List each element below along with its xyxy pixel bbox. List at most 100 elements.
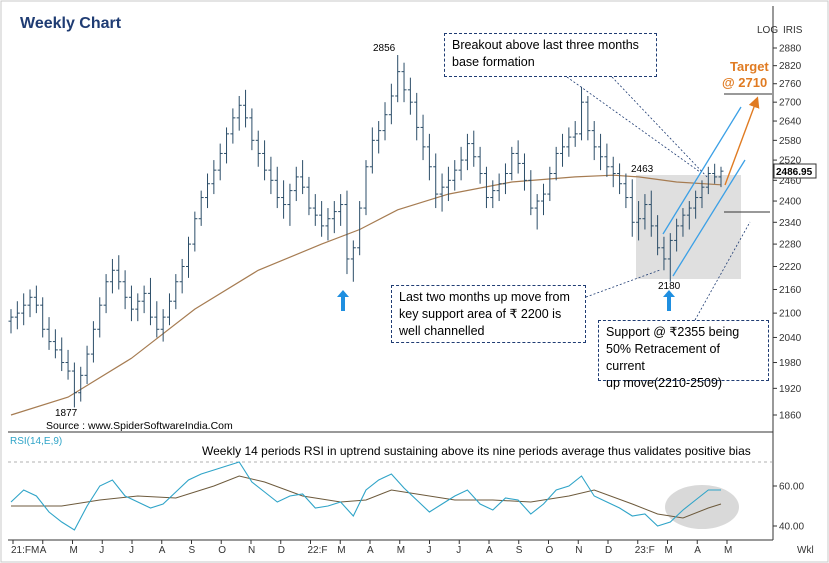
price-bar xyxy=(528,170,534,216)
time-tick-label: 23:F xyxy=(635,545,655,556)
source-label: IRIS xyxy=(783,25,803,36)
price-bar xyxy=(414,92,420,141)
source-text: Source : www.SpiderSoftwareIndia.Com xyxy=(46,420,233,432)
time-tick-label: M xyxy=(70,545,78,556)
price-bar xyxy=(636,201,642,241)
time-tick-label: O xyxy=(218,545,226,556)
price-bar xyxy=(585,95,591,141)
price-bar xyxy=(655,215,661,256)
price-bar xyxy=(604,143,610,177)
price-bar xyxy=(496,173,502,202)
support-line-2: 50% Retracement of current xyxy=(606,342,720,373)
upmove-connector xyxy=(585,269,661,298)
price-tick-label: 2160 xyxy=(779,285,802,296)
price-bar xyxy=(154,301,160,338)
price-bar xyxy=(401,62,407,103)
time-tick-label: J xyxy=(427,545,432,556)
price-bar xyxy=(128,285,134,322)
price-bar xyxy=(141,285,147,314)
price-bar xyxy=(591,121,597,161)
price-bar xyxy=(306,176,312,216)
price-bar xyxy=(109,258,115,294)
price-bar xyxy=(502,163,508,195)
price-tick-label: 2280 xyxy=(779,240,802,251)
price-bar xyxy=(262,140,268,181)
price-bar xyxy=(33,285,39,314)
price-bar xyxy=(433,153,439,209)
price-bar xyxy=(274,166,280,209)
time-tick-label: O xyxy=(546,545,554,556)
price-bar xyxy=(674,218,680,252)
breakout-annotation: Breakout above last three months base fo… xyxy=(444,33,657,77)
price-bar xyxy=(217,143,223,181)
support-annotation: Support @ ₹2355 being 50% Retracement of… xyxy=(598,320,769,390)
time-tick-label: M xyxy=(337,545,345,556)
price-bar xyxy=(629,179,635,237)
price-bar xyxy=(598,133,604,171)
target-arrow xyxy=(724,96,760,186)
breakout-line-2: base formation xyxy=(452,55,535,69)
price-bar xyxy=(617,163,623,195)
time-tick-label: M xyxy=(724,545,732,556)
support-connector xyxy=(694,221,751,321)
price-tick-label: 2220 xyxy=(779,262,802,273)
price-bar xyxy=(331,201,337,234)
price-bar xyxy=(84,345,90,384)
period-label: Wkl xyxy=(797,545,814,556)
price-bar xyxy=(610,156,616,188)
price-tick-label: 2460 xyxy=(779,176,802,187)
price-bar xyxy=(420,114,426,161)
price-bar xyxy=(211,160,217,195)
price-bar xyxy=(338,194,344,226)
time-tick-label: A xyxy=(486,545,493,556)
price-bar xyxy=(59,337,65,372)
price-bar xyxy=(369,127,375,174)
upmove-line-2: key support area of ₹ 2200 is xyxy=(399,307,562,321)
up-arrow-icon xyxy=(337,290,349,311)
price-bar xyxy=(705,166,711,195)
price-bar xyxy=(490,180,496,209)
price-bar xyxy=(236,95,242,131)
low-label: 1877 xyxy=(55,408,78,419)
target-value: @ 2710 xyxy=(722,75,767,90)
price-bar xyxy=(509,146,515,181)
upmove-annotation: Last two months up move from key support… xyxy=(391,285,586,343)
rsi-label: RSI(14,E,9) xyxy=(10,436,62,447)
price-bar xyxy=(173,274,179,310)
price-bar xyxy=(680,208,686,237)
price-tick-label: 2640 xyxy=(779,117,802,128)
time-tick-label: N xyxy=(248,545,255,556)
price-bar xyxy=(686,201,692,230)
upmove-line-3: well channelled xyxy=(399,324,485,338)
price-bar xyxy=(122,270,128,310)
price-bar xyxy=(255,130,261,167)
price-tick-label: 1920 xyxy=(779,384,802,395)
time-tick-label: A xyxy=(694,545,701,556)
price-tick-label: 1860 xyxy=(779,411,802,422)
last-price-value: 2486.95 xyxy=(776,167,813,178)
price-bar xyxy=(319,201,325,237)
price-bar xyxy=(547,166,553,202)
time-tick-label: M xyxy=(665,545,673,556)
price-bar xyxy=(46,317,52,350)
price-bar xyxy=(363,160,369,216)
price-bar xyxy=(483,166,489,209)
high-label: 2856 xyxy=(373,43,396,54)
channel-upper-line xyxy=(662,106,742,235)
price-bar xyxy=(541,183,546,216)
price-bar xyxy=(179,258,185,294)
price-tick-label: 2520 xyxy=(779,156,802,167)
rsi-line xyxy=(10,461,721,531)
price-bar xyxy=(97,297,103,338)
price-bar xyxy=(90,321,96,363)
channel-lower-line xyxy=(672,159,746,277)
price-bar xyxy=(186,236,191,278)
price-bar xyxy=(287,183,293,226)
price-bar xyxy=(579,86,585,141)
price-bar xyxy=(382,102,388,141)
price-bar xyxy=(293,166,299,202)
price-bar xyxy=(27,289,33,318)
price-bar xyxy=(103,274,109,314)
